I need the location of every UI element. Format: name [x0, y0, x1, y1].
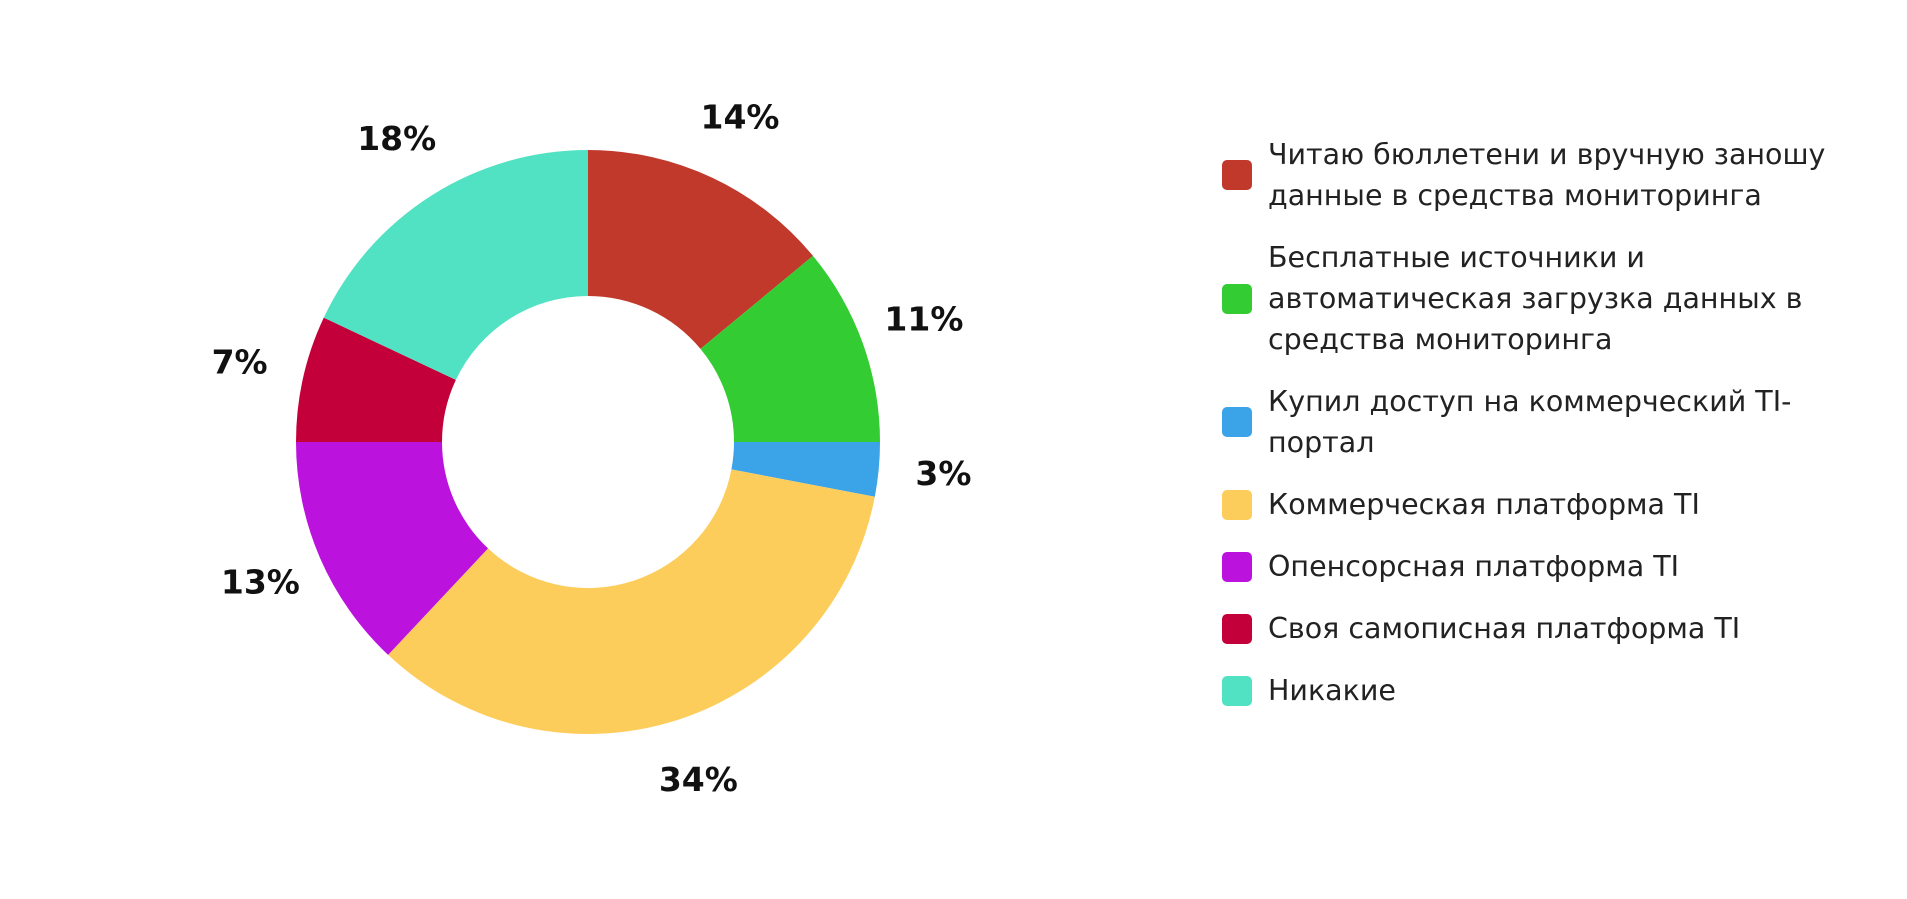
slice-percent-label: 14%	[701, 97, 780, 136]
donut-slice	[700, 255, 880, 442]
donut-slice	[323, 150, 588, 380]
donut-slices	[296, 150, 880, 734]
slice-percent-labels: 14% 11% 3% 34% 13% 7% 18%	[212, 97, 972, 799]
legend-swatch	[1222, 283, 1252, 314]
slice-percent-label: 3%	[915, 454, 971, 493]
slice-percent-label: 7%	[212, 343, 268, 382]
legend-item: Своя самописная платформа TI	[1222, 608, 1862, 649]
legend-swatch	[1222, 551, 1252, 582]
slice-percent-label: 34%	[659, 760, 738, 799]
donut-slice	[296, 442, 489, 655]
legend-label: Никакие	[1268, 674, 1396, 707]
legend-item: Бесплатные источники и автоматическая за…	[1222, 237, 1862, 360]
legend-item: Коммерческая платформа TI	[1222, 484, 1862, 525]
legend-label: Купил доступ на коммерческий TI-портал	[1268, 385, 1792, 459]
slice-percent-label: 11%	[884, 300, 963, 339]
legend-swatch	[1222, 675, 1252, 706]
legend-item: Читаю бюллетени и вручную заношу данные …	[1222, 134, 1862, 216]
legend-item: Опенсорсная платформа TI	[1222, 546, 1862, 587]
chart-legend: Читаю бюллетени и вручную заношу данные …	[1222, 134, 1862, 732]
legend-label: Своя самописная платформа TI	[1268, 612, 1741, 645]
legend-item: Купил доступ на коммерческий TI-портал	[1222, 381, 1862, 463]
legend-swatch	[1222, 613, 1252, 644]
legend-label: Коммерческая платформа TI	[1268, 488, 1700, 521]
legend-swatch	[1222, 407, 1252, 437]
donut-slice	[731, 442, 880, 497]
legend-label: Бесплатные источники и автоматическая за…	[1268, 241, 1803, 356]
legend-swatch	[1222, 160, 1252, 190]
donut-slice	[388, 469, 875, 734]
donut-slice	[296, 317, 456, 442]
slice-percent-label: 18%	[357, 119, 436, 158]
legend-swatch	[1222, 489, 1252, 520]
slice-percent-label: 13%	[221, 562, 300, 601]
legend-label: Читаю бюллетени и вручную заношу данные …	[1268, 138, 1826, 212]
donut-slice	[588, 150, 813, 349]
legend-label: Опенсорсная платформа TI	[1268, 550, 1680, 583]
legend-item: Никакие	[1222, 670, 1862, 711]
